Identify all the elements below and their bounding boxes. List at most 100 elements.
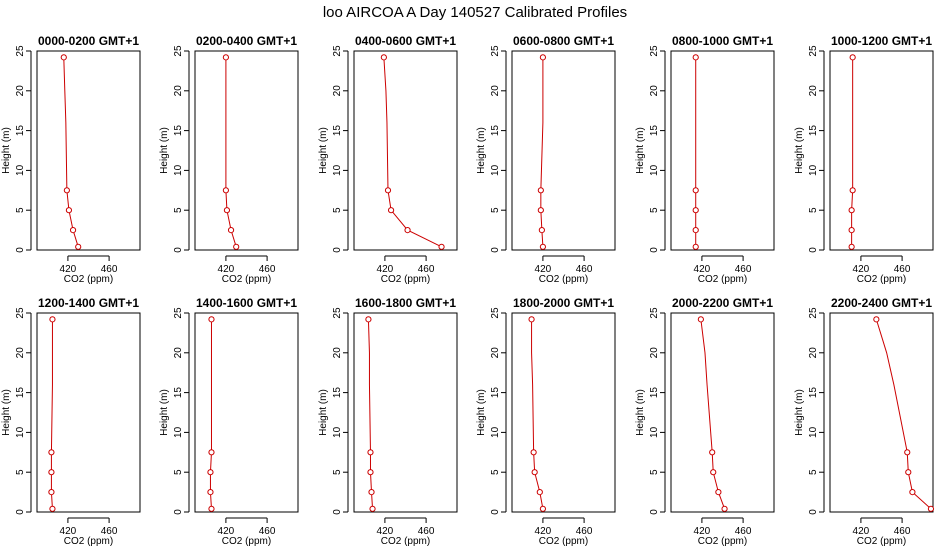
series-line bbox=[367, 319, 374, 509]
y-tick-label: 10 bbox=[490, 164, 501, 176]
y-tick-label: 0 bbox=[649, 509, 660, 515]
y-tick-label: 15 bbox=[808, 387, 819, 399]
y-tick-label: 5 bbox=[173, 469, 184, 475]
data-point bbox=[222, 187, 229, 194]
y-tick-label: 20 bbox=[332, 85, 343, 97]
plot-frame bbox=[194, 50, 299, 251]
x-axis-label: CO2 (ppm) bbox=[539, 274, 588, 285]
y-tick-label: 20 bbox=[490, 85, 501, 97]
x-tick-label: 460 bbox=[735, 264, 752, 275]
y-tick-label: 25 bbox=[173, 45, 184, 57]
y-axis-label: Height (m) bbox=[794, 127, 805, 174]
y-axis-label: Height (m) bbox=[159, 127, 170, 174]
y-tick-label: 5 bbox=[173, 207, 184, 213]
y-tick-label: 20 bbox=[808, 347, 819, 359]
data-point bbox=[697, 316, 704, 323]
series-line bbox=[50, 319, 53, 509]
y-tick-label: 5 bbox=[649, 207, 660, 213]
y-tick-label: 5 bbox=[808, 207, 819, 213]
x-axis-label: CO2 (ppm) bbox=[381, 536, 430, 547]
x-axis-label: CO2 (ppm) bbox=[857, 274, 906, 285]
x-tick-label: 420 bbox=[377, 526, 394, 537]
y-tick-label: 15 bbox=[649, 387, 660, 399]
data-point bbox=[692, 227, 699, 234]
y-tick-label: 15 bbox=[649, 125, 660, 137]
y-tick-label: 15 bbox=[332, 387, 343, 399]
x-tick-label: 420 bbox=[853, 264, 870, 275]
y-tick-label: 10 bbox=[490, 426, 501, 438]
data-point bbox=[223, 207, 231, 214]
data-point bbox=[692, 187, 699, 194]
data-point bbox=[207, 489, 214, 496]
y-tick-label: 15 bbox=[490, 125, 501, 137]
y-tick-label: 0 bbox=[332, 247, 343, 253]
data-point bbox=[692, 207, 699, 214]
data-point bbox=[692, 243, 699, 250]
panel-title: 0200-0400 GMT+1 bbox=[196, 34, 297, 48]
y-tick-label: 0 bbox=[15, 509, 26, 515]
panel-title: 0800-1000 GMT+1 bbox=[672, 34, 773, 48]
plot-frame bbox=[36, 50, 141, 251]
panel-title: 0400-0600 GMT+1 bbox=[355, 34, 456, 48]
x-tick-label: 460 bbox=[735, 526, 752, 537]
data-point bbox=[692, 54, 699, 61]
plot-frame bbox=[670, 312, 775, 513]
x-axis-label: CO2 (ppm) bbox=[64, 274, 113, 285]
data-point bbox=[721, 505, 728, 512]
panel-title: 0000-0200 GMT+1 bbox=[38, 34, 139, 48]
y-tick-label: 20 bbox=[15, 347, 26, 359]
x-tick-label: 460 bbox=[101, 264, 118, 275]
x-axis-label: CO2 (ppm) bbox=[698, 274, 747, 285]
y-tick-label: 20 bbox=[173, 347, 184, 359]
y-tick-label: 0 bbox=[808, 509, 819, 515]
panel-title: 2000-2200 GMT+1 bbox=[672, 296, 773, 310]
plot-frame bbox=[829, 50, 934, 251]
y-tick-label: 15 bbox=[15, 387, 26, 399]
x-axis-label: CO2 (ppm) bbox=[698, 536, 747, 547]
y-tick-label: 20 bbox=[173, 85, 184, 97]
data-point bbox=[207, 469, 214, 476]
y-tick-label: 10 bbox=[649, 164, 660, 176]
y-tick-label: 15 bbox=[808, 125, 819, 137]
y-axis-label: Height (m) bbox=[794, 389, 805, 436]
y-tick-label: 25 bbox=[808, 45, 819, 57]
y-tick-label: 5 bbox=[15, 207, 26, 213]
panel-title: 1400-1600 GMT+1 bbox=[196, 296, 297, 310]
y-tick-label: 20 bbox=[332, 347, 343, 359]
x-axis-label: CO2 (ppm) bbox=[222, 274, 271, 285]
series-line bbox=[531, 319, 544, 509]
data-point bbox=[208, 449, 215, 456]
y-tick-label: 10 bbox=[332, 426, 343, 438]
y-tick-label: 20 bbox=[649, 347, 660, 359]
y-axis-label: Height (m) bbox=[476, 127, 487, 174]
series-line bbox=[700, 319, 726, 509]
y-axis-label: Height (m) bbox=[635, 389, 646, 436]
x-tick-label: 460 bbox=[894, 526, 911, 537]
data-point bbox=[528, 316, 535, 323]
x-tick-label: 420 bbox=[218, 264, 235, 275]
y-tick-label: 25 bbox=[15, 45, 26, 57]
y-tick-label: 5 bbox=[490, 207, 501, 213]
plot-frame bbox=[511, 50, 616, 251]
data-point bbox=[539, 505, 547, 512]
y-axis-label: Height (m) bbox=[318, 389, 329, 436]
data-point bbox=[365, 316, 372, 323]
x-tick-label: 460 bbox=[418, 264, 435, 275]
plot-frame bbox=[511, 312, 616, 513]
series-line bbox=[851, 57, 854, 247]
series-line bbox=[383, 57, 442, 248]
x-tick-label: 460 bbox=[259, 526, 276, 537]
series-line bbox=[540, 57, 544, 247]
x-tick-label: 460 bbox=[418, 526, 435, 537]
x-axis-label: CO2 (ppm) bbox=[857, 536, 906, 547]
y-axis-label: Height (m) bbox=[635, 127, 646, 174]
panel-title: 1200-1400 GMT+1 bbox=[38, 296, 139, 310]
panel-title: 2200-2400 GMT+1 bbox=[831, 296, 932, 310]
x-axis-label: CO2 (ppm) bbox=[222, 536, 271, 547]
y-tick-label: 5 bbox=[649, 469, 660, 475]
plot-frame bbox=[829, 312, 934, 513]
y-tick-label: 5 bbox=[332, 469, 343, 475]
